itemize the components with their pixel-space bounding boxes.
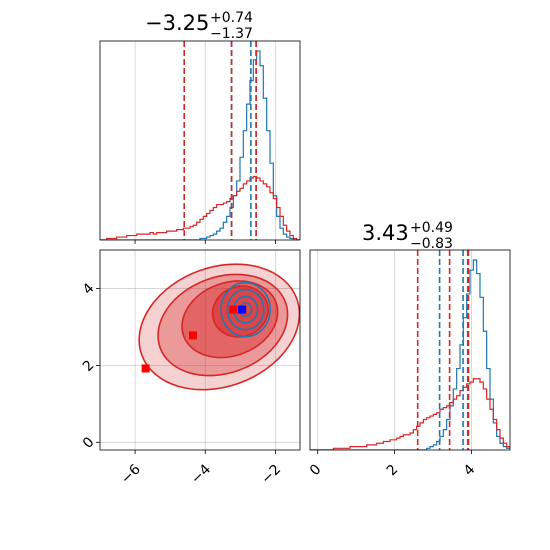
hist-y-blue	[310, 259, 510, 450]
marginal-y-panel: 0 2 4	[307, 249, 511, 480]
joint-panel: −6 −4 −2 0 2 4	[80, 249, 301, 488]
y-tick-label: 4	[80, 280, 98, 298]
title-x-main: −3.25	[145, 11, 209, 35]
hist-x-red	[100, 175, 300, 240]
best-fit-blue-marker	[238, 305, 247, 314]
joint-data	[138, 263, 300, 391]
best-fit-red-marker	[141, 364, 150, 373]
title-y-main: 3.43	[362, 221, 409, 245]
best-fit-red-marker	[188, 331, 197, 340]
title-y-param: 3.43 +0.49 −0.83	[362, 220, 453, 252]
title-y-plus: +0.49	[410, 220, 453, 236]
y-tick-label: 2	[80, 357, 98, 375]
axes-frame	[99, 40, 301, 241]
x-tick-label-x-param: −6	[118, 461, 144, 487]
contour-blue	[220, 281, 271, 338]
axes-frame	[309, 249, 511, 451]
x-tick-label-y-param: 2	[384, 462, 402, 480]
x-tick-label-y-param: 0	[307, 462, 325, 480]
title-x-plus: +0.74	[210, 10, 253, 26]
best-fit-red-marker	[229, 305, 238, 314]
y-tick-label: 0	[80, 434, 98, 452]
title-x-minus: −1.37	[210, 26, 253, 42]
marginal-x-panel	[99, 40, 301, 244]
right-data	[310, 250, 510, 450]
top-data	[100, 41, 300, 240]
title-x-param: −3.25 +0.74 −1.37	[145, 10, 253, 42]
contour-blue	[226, 288, 265, 331]
hist-y-red	[310, 378, 510, 450]
hist-x-blue	[100, 50, 300, 240]
x-tick-label-x-param: −2	[258, 462, 284, 488]
x-tick-label-x-param: −4	[188, 461, 214, 487]
title-y-minus: −0.83	[410, 236, 453, 252]
axes-frame	[99, 249, 301, 451]
x-tick-label-y-param: 4	[461, 461, 479, 479]
